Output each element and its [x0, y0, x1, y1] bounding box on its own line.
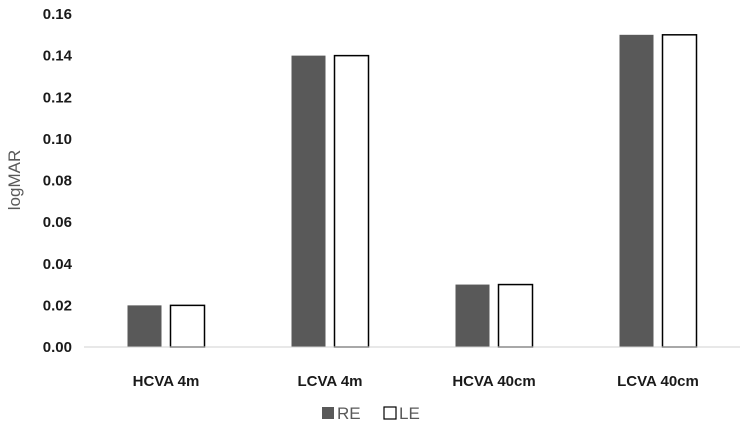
legend-swatch-le	[383, 406, 397, 420]
bars	[127, 34, 698, 348]
bar-le-1	[169, 304, 206, 348]
legend-label-re: RE	[337, 404, 361, 423]
y-tick-label: 0.16	[43, 6, 72, 23]
y-tick-label: 0.12	[43, 89, 72, 106]
bar-re-1	[127, 305, 162, 347]
y-axis-ticks: 0.00 0.02 0.04 0.06 0.08 0.10 0.12 0.14 0.16	[43, 6, 73, 356]
legend-label-le: LE	[399, 404, 420, 423]
y-tick-label: 0.14	[43, 48, 73, 65]
bar-re-2	[291, 55, 326, 347]
bar-re-3	[455, 284, 490, 347]
y-tick-label: 0.10	[43, 131, 72, 148]
bar-re-4	[619, 34, 654, 347]
y-tick-label: 0.00	[43, 339, 72, 356]
y-tick-label: 0.02	[43, 297, 72, 314]
x-axis-labels: HCVA 4m LCVA 4m HCVA 40cm LCVA 40cm	[133, 373, 699, 390]
x-tick-label: LCVA 4m	[297, 373, 362, 390]
x-tick-label: HCVA 4m	[133, 373, 200, 390]
bar-le-2	[333, 54, 370, 348]
bar-le-4	[661, 34, 698, 348]
legend-swatch-re	[322, 407, 334, 419]
y-tick-label: 0.04	[43, 256, 73, 273]
y-tick-label: 0.08	[43, 173, 72, 190]
y-axis-title: logMAR	[5, 150, 24, 210]
bar-le-3	[497, 283, 534, 348]
x-tick-label: LCVA 40cm	[617, 373, 699, 390]
x-tick-label: HCVA 40cm	[452, 373, 535, 390]
legend: RE LE	[322, 404, 420, 423]
y-tick-label: 0.06	[43, 214, 72, 231]
